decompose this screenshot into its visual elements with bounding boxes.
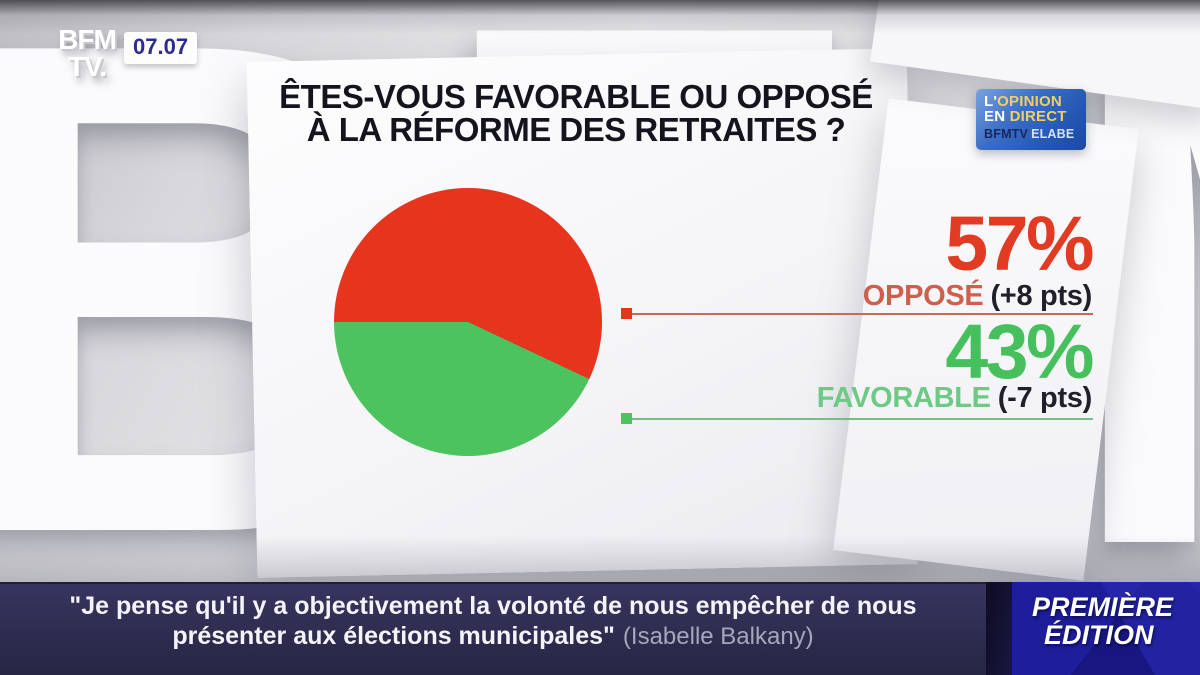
favorable-percentage: 43%	[945, 309, 1094, 395]
poll-question-line1: ÊTES-VOUS FAVORABLE OU OPPOSÉ	[279, 78, 873, 115]
quote-attribution: (Isabelle Balkany)	[622, 622, 814, 650]
quote-line1: "Je pense qu'il y a objectivement la vol…	[69, 592, 917, 620]
oppose-delta: (+8 pts)	[990, 280, 1092, 312]
leader-line-oppose	[621, 308, 1093, 319]
poll-question: ÊTES-VOUS FAVORABLE OU OPPOSÉ À LA RÉFOR…	[268, 80, 884, 146]
badge-line1: L'OPINION	[984, 94, 1086, 109]
time-display: 07.07	[124, 32, 198, 64]
bottom-shade	[0, 536, 1200, 582]
poll-question-line2: À LA RÉFORME DES RETRAITES ?	[306, 111, 846, 148]
badge-partner: ELABE	[1031, 126, 1075, 141]
badge-line3: BFMTV ELABE	[984, 126, 1086, 141]
badge-brand: BFMTV	[984, 126, 1029, 141]
program-badge: PREMIÈRE ÉDITION	[1012, 582, 1200, 675]
program-name-line2: ÉDITION	[1044, 620, 1154, 651]
pie-chart	[334, 188, 602, 456]
leader-line-favorable	[621, 413, 1093, 424]
leader-marker-favorable	[621, 413, 632, 424]
favorable-label: FAVORABLE	[816, 382, 991, 414]
oppose-label-row: OPPOSÉ (+8 pts)	[552, 280, 1093, 312]
quote-line2-text: présenter aux élections municipales"	[172, 621, 615, 650]
oppose-percentage: 57%	[945, 201, 1094, 287]
badge-line2: EN DIRECT	[984, 109, 1086, 124]
quote-banner: "Je pense qu'il y a objectivement la vol…	[0, 582, 986, 675]
program-name-line1: PREMIÈRE	[1032, 592, 1174, 622]
bottom-ticker: "Je pense qu'il y a objectivement la vol…	[0, 582, 1200, 675]
ticker-divider	[986, 582, 1012, 675]
bfmtv-logo-line2: TV.	[68, 50, 107, 82]
favorable-label-row: FAVORABLE (-7 pts)	[552, 382, 1093, 414]
badge-line1-word: OPINION	[997, 93, 1062, 110]
bfmtv-logo-line1: BFM	[58, 24, 117, 55]
opinion-en-direct-badge: L'OPINION EN DIRECT BFMTV ELABE	[976, 89, 1086, 150]
bfmtv-logo: BFM TV.	[52, 24, 122, 82]
quote-line2: présenter aux élections municipales" (Isa…	[0, 622, 986, 652]
badge-line2-word: DIRECT	[1009, 108, 1067, 126]
leader-marker-oppose	[621, 308, 632, 319]
top-shade	[0, 0, 1200, 34]
badge-line1-prefix: L'	[984, 93, 998, 110]
favorable-delta: (-7 pts)	[997, 382, 1093, 414]
badge-line2-prefix: EN	[984, 108, 1010, 126]
oppose-label: OPPOSÉ	[862, 280, 984, 312]
